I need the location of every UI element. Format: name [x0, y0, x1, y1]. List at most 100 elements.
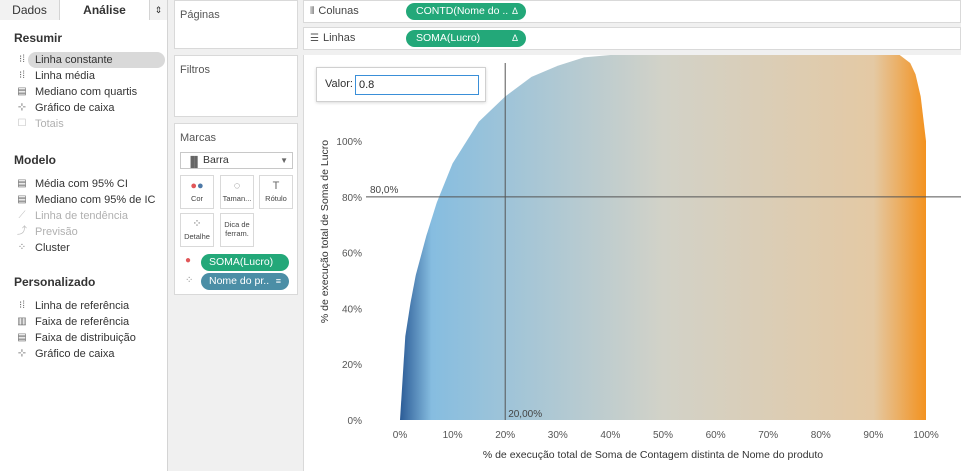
detail-dots-icon: ⁘: [192, 218, 202, 230]
custom-item[interactable]: ▤ Faixa de distribuição: [0, 330, 168, 346]
detail-button[interactable]: ⁘ Detalhe: [180, 213, 214, 247]
custom-item-label: Faixa de referência: [35, 316, 130, 328]
detail-marks-icon: ⁘: [185, 275, 194, 286]
marks-card-title: Marcas: [180, 132, 217, 144]
columns-pill-label: CONTD(Nome do ..: [416, 5, 509, 17]
rows-shelf[interactable]: ☰ Linhas SOMA(Lucro) Δ: [303, 27, 961, 50]
model-list: ▤ Média com 95% CI ▤ Mediano com 95% de IC ⟋…: [0, 176, 168, 256]
y-tick-label: 40%: [342, 304, 362, 315]
pareto-area: [400, 55, 926, 420]
custom-item-label: Faixa de distribuição: [35, 332, 136, 344]
color-button[interactable]: ●● Cor: [180, 175, 214, 209]
mark-type-dropdown[interactable]: ▐▌ Barra ▼: [180, 152, 293, 169]
color-dots-icon: ●●: [190, 180, 204, 192]
custom-item[interactable]: ⁝⁞ Linha de referência: [0, 298, 168, 314]
detail-button-label: Detalhe: [184, 232, 210, 241]
parameter-value-input[interactable]: 0.8: [355, 75, 479, 95]
color-button-label: Cor: [190, 194, 204, 203]
table-calc-delta-icon: Δ: [511, 6, 518, 16]
custom-item-icon: ⁝⁞: [19, 300, 25, 311]
model-item[interactable]: ▤ Mediano com 95% de IC: [0, 192, 168, 208]
section-model-title: Modelo: [14, 153, 56, 167]
summarize-item-icon: ▤: [17, 86, 27, 97]
x-tick-label: 0%: [393, 430, 408, 441]
label-button[interactable]: T Rótulo: [259, 175, 293, 209]
sort-icon: ≡: [275, 276, 281, 286]
summarize-item-icon: ⊹: [17, 102, 27, 113]
selected-highlight: [28, 52, 165, 68]
tooltip-button-label: Dica de ferram.: [224, 220, 250, 238]
y-tick-label: 80%: [342, 193, 362, 204]
tooltip-button[interactable]: Dica de ferram.: [220, 213, 254, 247]
reference-line-y-label: 80,0%: [370, 185, 398, 196]
reference-line-x-label: 20,00%: [508, 409, 542, 420]
summarize-item-icon: ☐: [17, 118, 27, 129]
y-axis-title: % de execução total de Soma de Lucro: [319, 140, 331, 323]
product-pill-label: Nome do pr..: [209, 275, 270, 287]
rows-label-text: Linhas: [322, 32, 356, 44]
pages-card[interactable]: Páginas: [174, 0, 298, 49]
summarize-item-label: Mediano com quartis: [35, 86, 138, 98]
size-button[interactable]: ◌ Taman...: [220, 175, 254, 209]
model-item[interactable]: ▤ Média com 95% CI: [0, 176, 168, 192]
x-tick-label: 10%: [443, 430, 463, 441]
summarize-item-label: Linha média: [35, 70, 95, 82]
filters-card-title: Filtros: [180, 64, 210, 76]
pane-menu-icon[interactable]: ⇕: [150, 0, 167, 20]
size-button-label: Taman...: [222, 194, 252, 203]
pareto-chart[interactable]: 0% 10% 20% 30% 40% 50% 60% 70% 80% 90% 100% 0% 20% 40…: [304, 55, 961, 471]
custom-item[interactable]: ⊹ Gráfico de caixa: [0, 346, 168, 362]
x-tick-label: 60%: [706, 430, 726, 441]
summarize-item[interactable]: ⁝⁞ Linha constante: [0, 52, 168, 68]
cards-pane: Páginas Filtros Marcas ▐▌ Barra ▼ ●● Cor…: [169, 0, 302, 471]
custom-item[interactable]: ▥ Faixa de referência: [0, 314, 168, 330]
custom-item-label: Gráfico de caixa: [35, 348, 115, 360]
tab-data[interactable]: Dados: [0, 0, 60, 20]
summarize-item[interactable]: ⊹ Gráfico de caixa: [0, 100, 168, 116]
model-item: ⤴ Previsão: [0, 224, 168, 240]
parameter-label: Valor:: [325, 78, 353, 90]
model-item-icon: ▤: [17, 178, 27, 189]
summarize-item[interactable]: ⁝⁞ Linha média: [0, 68, 168, 84]
product-pill[interactable]: Nome do pr.. ≡: [201, 273, 289, 290]
x-tick-label: 70%: [758, 430, 778, 441]
summarize-item-icon: ⁝⁞: [19, 54, 25, 65]
columns-shelf[interactable]: ⦀ Colunas CONTD(Nome do .. Δ: [303, 0, 961, 23]
summarize-item-icon: ⁝⁞: [19, 70, 25, 81]
summarize-item[interactable]: ▤ Mediano com quartis: [0, 84, 168, 100]
model-item-label: Linha de tendência: [35, 210, 128, 222]
y-tick-label: 100%: [336, 137, 362, 148]
x-tick-label: 50%: [653, 430, 673, 441]
section-custom-title: Personalizado: [14, 275, 96, 289]
rows-pill-label: SOMA(Lucro): [416, 32, 481, 44]
x-tick-label: 20%: [495, 430, 515, 441]
model-item-label: Previsão: [35, 226, 78, 238]
custom-item-icon: ▥: [17, 316, 27, 327]
filters-card[interactable]: Filtros: [174, 55, 298, 117]
model-item[interactable]: ⁘ Cluster: [0, 240, 168, 256]
summarize-list: ⁝⁞ Linha constante ⁝⁞ Linha média ▤ Mediano c…: [0, 52, 168, 132]
model-item-icon: ⟋: [18, 210, 26, 221]
model-item: ⟋ Linha de tendência: [0, 208, 168, 224]
model-item-icon: ▤: [17, 194, 27, 205]
x-axis-title: % de execução total de Soma de Contagem …: [483, 449, 823, 461]
profit-pill[interactable]: SOMA(Lucro): [201, 254, 289, 271]
table-calc-delta-icon: Δ: [511, 33, 518, 43]
rows-pill[interactable]: SOMA(Lucro) Δ: [406, 30, 526, 47]
columns-label-text: Colunas: [318, 5, 359, 17]
columns-shelf-label: ⦀ Colunas: [310, 1, 359, 22]
y-tick-label: 0%: [348, 416, 363, 427]
size-icon: ◌: [233, 180, 241, 192]
viz-area: 0% 10% 20% 30% 40% 50% 60% 70% 80% 90% 100% 0% 20% 40…: [303, 55, 961, 471]
text-label-icon: T: [272, 180, 280, 192]
color-marks-icon: ●: [185, 255, 192, 266]
bar-chart-icon: ▐▌: [187, 157, 202, 168]
custom-item-label: Linha de referência: [35, 300, 130, 312]
x-tick-label: 30%: [548, 430, 568, 441]
columns-icon: ⦀: [310, 6, 315, 17]
label-button-label: Rótulo: [265, 194, 287, 203]
tab-analysis[interactable]: Análise: [60, 0, 150, 20]
side-tabs: Dados Análise ⇕: [0, 0, 167, 20]
columns-pill[interactable]: CONTD(Nome do .. Δ: [406, 3, 526, 20]
